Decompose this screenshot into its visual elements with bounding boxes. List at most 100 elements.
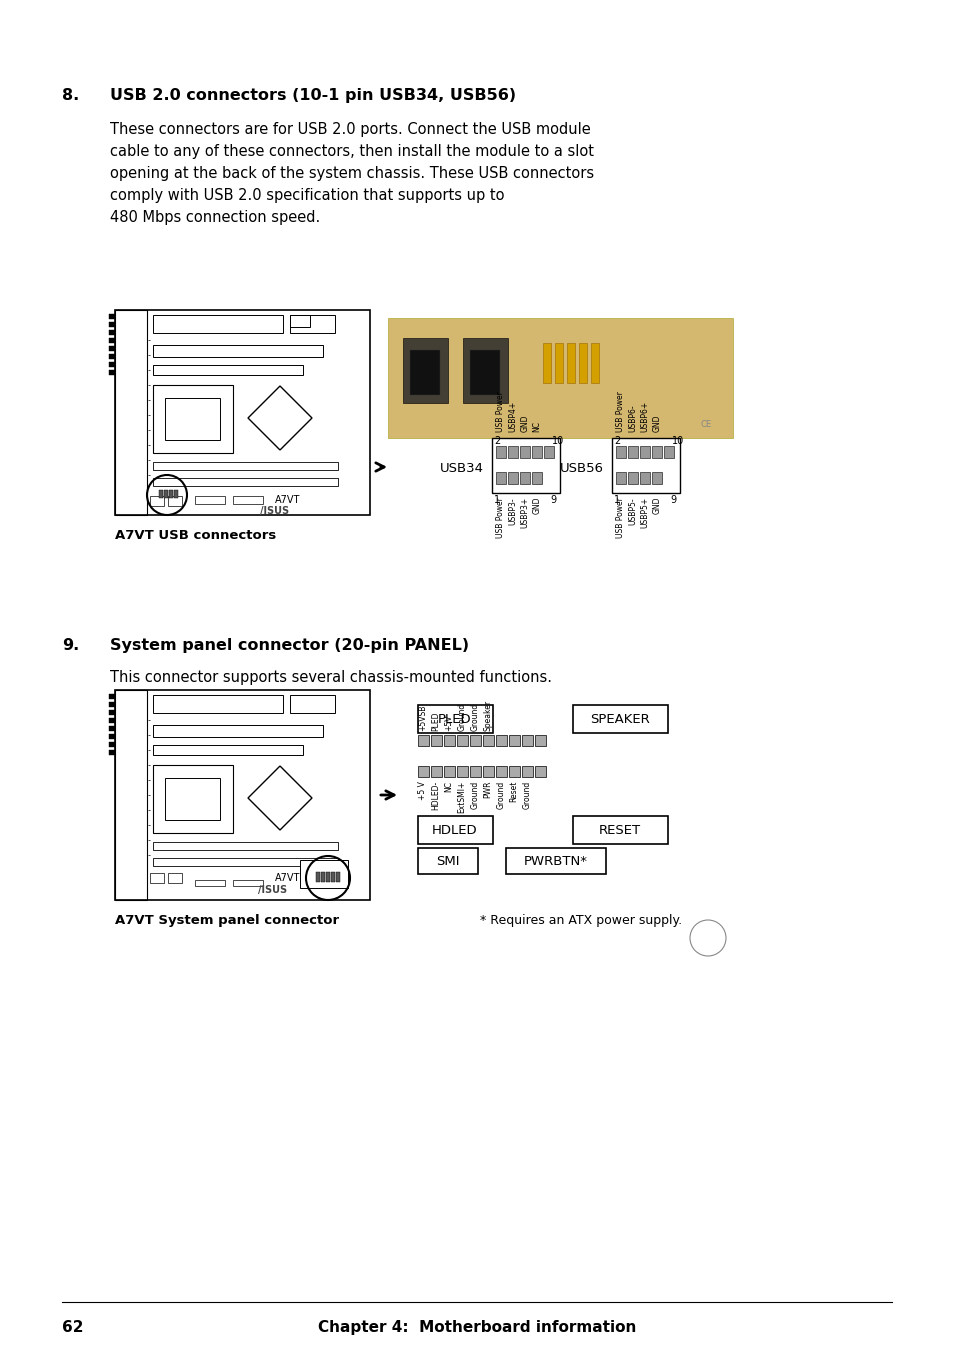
Bar bbox=[627, 471, 638, 484]
Bar bbox=[233, 496, 263, 504]
Text: This connector supports several chassis-mounted functions.: This connector supports several chassis-… bbox=[110, 670, 552, 685]
Bar bbox=[639, 471, 649, 484]
Bar bbox=[290, 694, 335, 713]
Text: USBP6-: USBP6- bbox=[628, 404, 637, 432]
Bar bbox=[496, 735, 506, 746]
Bar bbox=[431, 735, 441, 746]
Bar bbox=[388, 317, 732, 438]
Text: Speaker: Speaker bbox=[483, 700, 492, 731]
Bar bbox=[535, 735, 545, 746]
Bar bbox=[109, 322, 115, 327]
Bar bbox=[555, 343, 562, 382]
Text: HDLED: HDLED bbox=[432, 824, 477, 838]
Bar bbox=[519, 471, 530, 484]
Text: USB 2.0 connectors (10-1 pin USB34, USB56): USB 2.0 connectors (10-1 pin USB34, USB5… bbox=[110, 88, 516, 103]
Text: PLED: PLED bbox=[437, 713, 472, 725]
Bar bbox=[331, 871, 335, 882]
Bar bbox=[159, 490, 163, 499]
Bar bbox=[290, 315, 310, 327]
Text: USB Power: USB Power bbox=[616, 497, 625, 538]
Bar bbox=[651, 471, 661, 484]
Text: SPEAKER: SPEAKER bbox=[590, 713, 649, 725]
Bar bbox=[150, 873, 164, 884]
Bar bbox=[165, 778, 220, 820]
Text: 10: 10 bbox=[671, 436, 683, 446]
Bar bbox=[109, 362, 115, 367]
Bar bbox=[639, 446, 649, 458]
Text: A7VT: A7VT bbox=[274, 873, 300, 884]
Bar bbox=[152, 744, 303, 755]
Bar bbox=[109, 338, 115, 343]
Text: USB Power: USB Power bbox=[496, 497, 505, 538]
Text: +5V: +5V bbox=[444, 715, 453, 731]
Bar bbox=[168, 873, 182, 884]
Bar bbox=[315, 871, 319, 882]
Bar bbox=[417, 848, 477, 874]
Bar bbox=[152, 365, 303, 376]
Text: USBP6+: USBP6+ bbox=[639, 401, 649, 432]
Text: PLED: PLED bbox=[431, 712, 440, 731]
Text: NC: NC bbox=[532, 422, 541, 432]
Text: USBP4+: USBP4+ bbox=[508, 401, 517, 432]
Text: SMI: SMI bbox=[436, 855, 459, 867]
Bar bbox=[109, 711, 115, 715]
Text: cable to any of these connectors, then install the module to a slot: cable to any of these connectors, then i… bbox=[110, 145, 594, 159]
Bar bbox=[417, 735, 429, 746]
Bar bbox=[152, 385, 233, 453]
Bar bbox=[505, 848, 605, 874]
Bar bbox=[443, 766, 455, 777]
Bar bbox=[109, 717, 115, 723]
Bar bbox=[496, 446, 505, 458]
Text: +5VSB: +5VSB bbox=[418, 705, 427, 731]
Text: USBP3-: USBP3- bbox=[508, 497, 517, 524]
Text: 9: 9 bbox=[550, 494, 556, 505]
Text: Ground: Ground bbox=[496, 781, 505, 809]
Bar bbox=[173, 490, 178, 499]
Bar bbox=[109, 370, 115, 376]
Bar bbox=[443, 735, 455, 746]
Bar bbox=[326, 871, 330, 882]
Bar bbox=[152, 478, 337, 486]
Text: A7VT System panel connector: A7VT System panel connector bbox=[115, 915, 338, 927]
Bar bbox=[299, 861, 348, 888]
Text: 9.: 9. bbox=[62, 638, 79, 653]
Bar bbox=[431, 766, 441, 777]
Bar bbox=[462, 338, 507, 403]
Bar bbox=[578, 343, 586, 382]
Bar bbox=[109, 742, 115, 747]
Text: USB56: USB56 bbox=[559, 462, 603, 476]
Text: GND: GND bbox=[652, 497, 660, 515]
Bar bbox=[482, 766, 494, 777]
Text: A7VT: A7VT bbox=[274, 494, 300, 505]
Text: 1: 1 bbox=[494, 494, 499, 505]
Text: 62: 62 bbox=[62, 1320, 84, 1335]
Text: Reset: Reset bbox=[509, 781, 518, 802]
Text: 10: 10 bbox=[552, 436, 563, 446]
Bar bbox=[115, 309, 370, 515]
Bar bbox=[335, 871, 339, 882]
Bar bbox=[496, 471, 505, 484]
Text: Ground: Ground bbox=[470, 781, 479, 809]
Bar bbox=[290, 315, 335, 332]
Bar bbox=[109, 313, 115, 319]
Text: /ISUS: /ISUS bbox=[260, 507, 289, 516]
Bar bbox=[169, 490, 172, 499]
Bar bbox=[616, 446, 625, 458]
Text: USBP5+: USBP5+ bbox=[639, 497, 649, 528]
Text: HDLED-: HDLED- bbox=[431, 781, 440, 811]
Text: 2: 2 bbox=[614, 436, 619, 446]
Text: USB Power: USB Power bbox=[616, 392, 625, 432]
Text: GND: GND bbox=[532, 497, 541, 515]
Bar bbox=[532, 471, 541, 484]
Text: RESET: RESET bbox=[598, 824, 640, 838]
Bar bbox=[482, 735, 494, 746]
Bar bbox=[152, 315, 283, 332]
Bar bbox=[573, 816, 667, 844]
Bar bbox=[470, 735, 480, 746]
Bar bbox=[109, 694, 115, 698]
Text: * Requires an ATX power supply.: * Requires an ATX power supply. bbox=[479, 915, 681, 927]
Text: ExtSMI+: ExtSMI+ bbox=[457, 781, 466, 813]
Bar bbox=[152, 462, 337, 470]
Text: opening at the back of the system chassis. These USB connectors: opening at the back of the system chassi… bbox=[110, 166, 594, 181]
Bar bbox=[521, 766, 533, 777]
